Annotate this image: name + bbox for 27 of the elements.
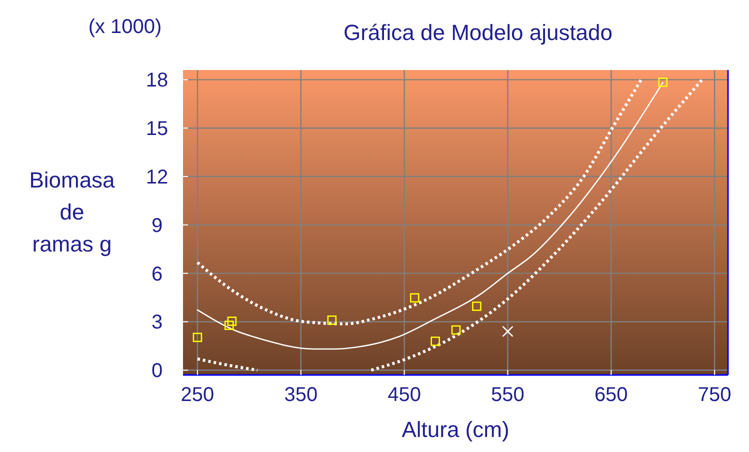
y-tick-label: 12 — [146, 166, 168, 189]
x-tick-label: 650 — [594, 384, 628, 406]
x-tick-label: 250 — [180, 384, 214, 406]
point — [502, 326, 514, 338]
point — [658, 78, 668, 87]
point — [327, 315, 337, 325]
point — [227, 316, 237, 326]
y-axis-title: Biomasa de ramas g — [29, 168, 116, 257]
y-tick-label: 15 — [146, 118, 168, 140]
point — [410, 293, 420, 303]
x-tick-label: 350 — [284, 384, 318, 406]
y-tick-label: 9 — [151, 214, 163, 237]
x-tick-label: 750 — [698, 384, 732, 406]
y-tick-label: 6 — [151, 263, 163, 286]
point — [224, 320, 234, 330]
y-tick-label: 18 — [146, 70, 168, 92]
point — [430, 336, 440, 346]
x-axis-title: Altura (cm) — [402, 417, 510, 442]
text: (x 1000) — [88, 16, 162, 38]
point — [192, 332, 202, 342]
point — [451, 325, 461, 335]
point — [472, 302, 482, 311]
x-tick-label: 450 — [388, 384, 421, 406]
chart-title: Gráfica de Modelo ajustado — [343, 20, 613, 45]
y-tick-label: 0 — [151, 360, 163, 382]
x-tick-label: 550 — [491, 384, 524, 406]
y-tick-label: 3 — [151, 312, 163, 334]
